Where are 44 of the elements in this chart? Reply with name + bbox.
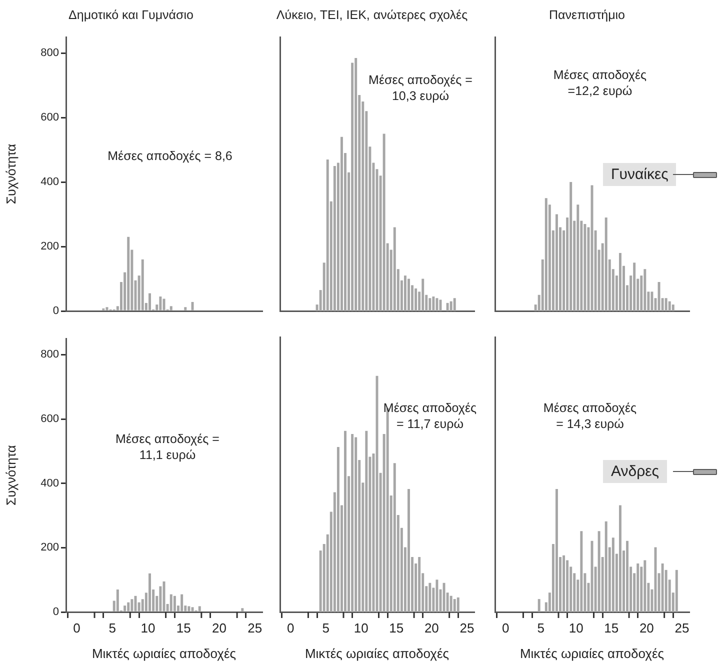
y-tick-label: 600: [40, 413, 59, 426]
x-tick-label: 10: [140, 620, 156, 636]
chart-title: Λύκειο, ΤΕΙ, ΙΕΚ, ανώτερες σχολές: [276, 8, 468, 22]
x-tick-label: 15: [176, 620, 191, 636]
y-tick-label: 800: [40, 47, 59, 60]
annotation: Μέσες αποδοχές = 14,3 ευρώ: [542, 400, 638, 432]
y-tick-label: 200: [40, 240, 59, 253]
x-tick-label: 5: [108, 620, 116, 636]
y-axis-title: Συχνότητα: [3, 444, 18, 506]
x-tick-label: 20: [639, 620, 654, 636]
x-axis-title: Μικτές ωριαίες αποδοχές: [520, 646, 664, 661]
x-tick-label: 5: [322, 620, 330, 636]
chart-title: Δημοτικό και Γυμνάσιο: [68, 8, 194, 22]
y-tick-label: 0: [52, 606, 59, 618]
x-tick-label: 15: [389, 620, 404, 636]
x-tick-label: 15: [604, 620, 619, 636]
chart-title: Πανεπιστήμιο: [548, 8, 626, 22]
y-tick-label: 400: [40, 176, 59, 188]
annotation: Μέσες αποδοχές = 11,1 ευρώ: [114, 431, 220, 463]
annotation: Γυναίκες: [603, 163, 676, 186]
x-tick-label: 0: [286, 620, 294, 636]
x-axis-title: Μικτές ωριαίες αποδοχές: [92, 646, 236, 661]
x-tick-label: 5: [537, 620, 544, 636]
x-tick-label: 25: [248, 620, 262, 636]
x-tick-label: 20: [424, 620, 439, 636]
annotation: Μέσες αποδοχές = 11,7 ευρώ: [382, 400, 478, 432]
x-axis-title: Μικτές ωριαίες αποδοχές: [304, 646, 450, 661]
annotation: Ανδρες: [603, 460, 668, 483]
x-tick-label: 0: [502, 620, 510, 636]
y-tick-label: 800: [40, 348, 59, 361]
y-axis-title: Συχνότητα: [3, 143, 18, 204]
x-tick-label: 25: [460, 620, 474, 636]
x-tick-label: 20: [212, 620, 226, 636]
x-tick-label: 0: [73, 620, 80, 636]
y-tick-label: 600: [40, 112, 59, 124]
x-tick-label: 10: [354, 620, 368, 636]
x-tick-label: 25: [674, 620, 690, 636]
x-tick-label: 10: [568, 620, 584, 636]
y-tick-label: 0: [52, 305, 59, 318]
annotation: Μέσες αποδοχές =12,2 ευρώ: [552, 67, 648, 99]
annotation: Μέσες αποδοχές = 8,6: [106, 148, 234, 164]
annotation: Μέσες αποδοχές = 10,3 ευρώ: [368, 72, 474, 104]
y-tick-label: 200: [40, 542, 59, 554]
y-tick-label: 400: [40, 477, 59, 490]
